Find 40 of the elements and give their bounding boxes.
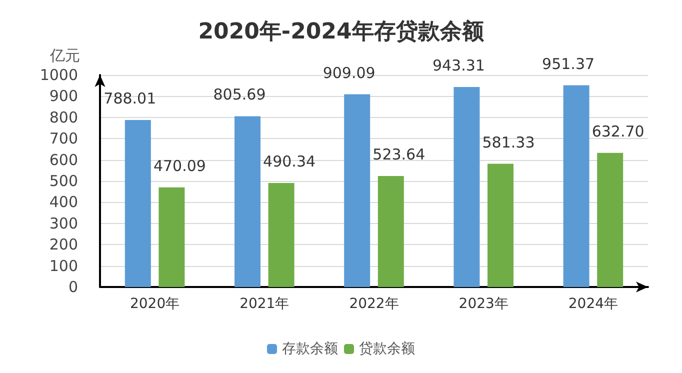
legend-label: 贷款余额 <box>359 341 415 357</box>
y-tick-label: 200 <box>49 236 78 254</box>
bar <box>234 116 260 287</box>
y-tick-label: 600 <box>49 150 78 169</box>
data-label: 788.01 <box>104 89 156 108</box>
y-tick-label: 100 <box>49 256 78 275</box>
data-label: 951.37 <box>542 54 595 73</box>
legend-label: 存款余额 <box>282 341 338 357</box>
y-tick-label: 900 <box>49 87 78 106</box>
x-tick-label: 2022年 <box>349 296 399 312</box>
y-tick-label: 300 <box>49 214 78 232</box>
bar <box>563 85 590 287</box>
data-label: 581.33 <box>482 133 535 152</box>
bar <box>268 183 294 287</box>
y-axis-title: 亿元 <box>49 46 80 64</box>
data-label: 909.09 <box>322 64 376 82</box>
bar <box>488 164 514 287</box>
data-label: 632.70 <box>592 122 644 140</box>
bar <box>378 176 404 287</box>
chart-title: 2020年-2024年存贷款余额 <box>198 18 485 44</box>
y-tick-label: 0 <box>68 278 78 296</box>
data-label: 805.69 <box>213 86 266 104</box>
y-tick-label: 500 <box>49 172 78 190</box>
x-tick-label: 2024年 <box>568 296 618 312</box>
y-tick-label: 400 <box>49 193 78 212</box>
bar <box>344 94 370 287</box>
data-label: 490.34 <box>263 152 316 171</box>
bar <box>597 152 624 287</box>
y-tick-label: 1000 <box>40 66 78 84</box>
bar <box>454 87 480 287</box>
x-tick-label: 2023年 <box>458 296 508 312</box>
bar <box>124 120 151 287</box>
data-label: 943.31 <box>432 56 485 75</box>
x-tick-label: 2020年 <box>130 296 180 312</box>
bar <box>158 187 185 287</box>
y-tick-label: 700 <box>49 130 78 148</box>
y-tick-label: 800 <box>49 108 78 126</box>
data-label: 470.09 <box>153 156 206 175</box>
x-tick-label: 2021年 <box>240 296 290 312</box>
data-label: 523.64 <box>372 145 426 164</box>
